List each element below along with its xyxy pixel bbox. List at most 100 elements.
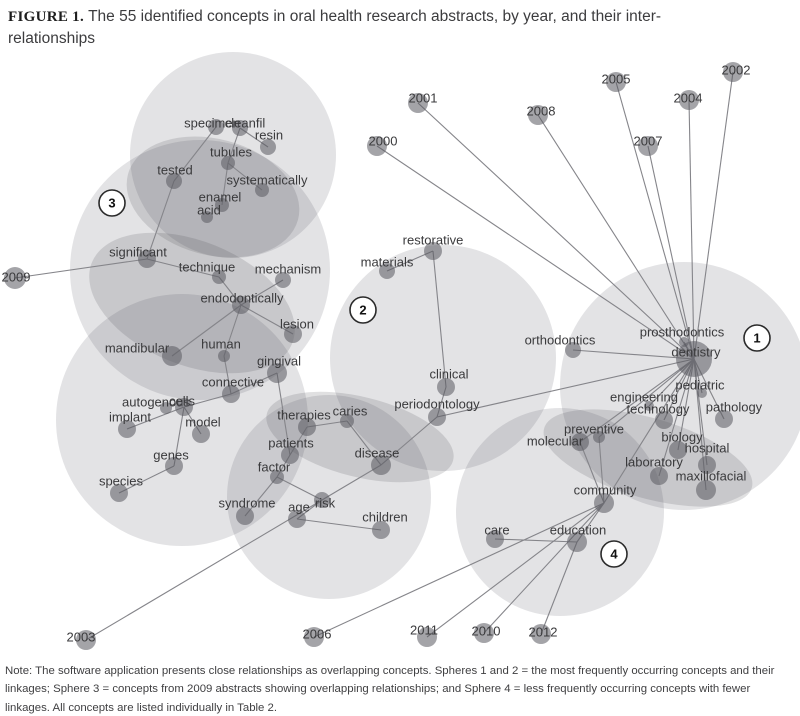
year-2002-node bbox=[723, 62, 743, 82]
concept-periodontology-node bbox=[428, 408, 446, 426]
edge-2010-community bbox=[483, 502, 605, 634]
edge-2008-dentistry bbox=[537, 114, 695, 360]
year-2008-node bbox=[528, 105, 548, 125]
concept-clinical-node bbox=[437, 378, 455, 396]
concept-implant-node bbox=[118, 420, 136, 438]
concept-label-syndrome: syndrome bbox=[218, 496, 275, 511]
edge-2012-education bbox=[540, 541, 578, 635]
concept-risk-node bbox=[314, 492, 330, 508]
year-2006-node bbox=[304, 627, 324, 647]
year-label-2000: 2000 bbox=[369, 134, 398, 149]
concept-model-node bbox=[192, 425, 210, 443]
concept-label-maxillofacial: maxillofacial bbox=[676, 469, 747, 484]
concept-label-orthodontics: orthodontics bbox=[525, 333, 596, 348]
sphere-circle-1 bbox=[560, 262, 800, 510]
concept-label-connective: connective bbox=[202, 375, 264, 390]
concept-label-cleanfil: cleanfil bbox=[225, 116, 266, 131]
concept-label-community: community bbox=[574, 483, 637, 498]
concept-pediatric-node bbox=[697, 388, 707, 398]
concept-technology-node bbox=[655, 411, 673, 429]
edge-2005-dentistry bbox=[615, 81, 695, 360]
concept-label-species: species bbox=[99, 474, 144, 489]
figure-caption: FIGURE 1. The 55 identified concepts in … bbox=[8, 6, 698, 50]
year-label-2003: 2003 bbox=[67, 630, 96, 645]
concept-endodontically-node bbox=[232, 296, 250, 314]
concept-engineering-node bbox=[644, 401, 654, 411]
concept-molecular-node bbox=[571, 433, 589, 451]
year-label-2002: 2002 bbox=[722, 63, 751, 78]
concept-systematically-node bbox=[255, 183, 269, 197]
concept-label-engineering: engineering bbox=[610, 390, 678, 405]
concept-label-factor: factor bbox=[258, 460, 291, 475]
concept-label-acid: acid bbox=[197, 203, 221, 218]
concept-patients-node bbox=[281, 446, 299, 464]
concept-label-model: model bbox=[185, 415, 221, 430]
concept-label-resin: resin bbox=[255, 128, 283, 143]
edge-2000-dentistry bbox=[376, 145, 695, 360]
sphere-badge-circle-2 bbox=[349, 296, 377, 324]
overlap-cluster-ellipse bbox=[126, 136, 300, 258]
year-label-2001: 2001 bbox=[409, 91, 438, 106]
concept-preventive-node bbox=[593, 431, 605, 443]
edge-dentistry-orthodontics bbox=[572, 349, 695, 360]
edge-2003-risk bbox=[85, 499, 323, 641]
concept-label-technology: technology bbox=[627, 402, 690, 417]
concept-pathology-node bbox=[715, 410, 733, 428]
concept-laboratory-node bbox=[650, 467, 668, 485]
sphere-badge-label-2: 2 bbox=[359, 303, 366, 318]
concept-caries-node bbox=[340, 414, 354, 428]
concept-label-biology: biology bbox=[661, 430, 703, 445]
concept-factor-node bbox=[270, 470, 284, 484]
concept-cleanfil-node bbox=[232, 120, 248, 136]
concept-label-periodontology: periodontology bbox=[394, 397, 480, 412]
concept-label-gingival: gingival bbox=[257, 354, 301, 369]
edge-education-care bbox=[494, 538, 578, 543]
edge-molecular-community bbox=[579, 441, 605, 504]
concept-label-mechanism: mechanism bbox=[255, 262, 321, 277]
concept-label-mandibular: mandibular bbox=[105, 341, 170, 356]
year-label-2012: 2012 bbox=[529, 625, 558, 640]
edge-tested-significant bbox=[146, 180, 175, 260]
edge-2002-dentistry bbox=[693, 71, 734, 360]
concept-therapies-node bbox=[298, 418, 316, 436]
figure-label: FIGURE 1. bbox=[8, 9, 85, 25]
edge-significant-technique bbox=[146, 258, 220, 278]
concept-resin-node bbox=[260, 139, 276, 155]
year-2001-node bbox=[408, 93, 428, 113]
concept-gingival-node bbox=[267, 363, 287, 383]
concept-connective-node bbox=[222, 385, 240, 403]
concept-human-node bbox=[218, 350, 230, 362]
year-2003-node bbox=[76, 630, 96, 650]
concept-label-caries: caries bbox=[333, 404, 368, 419]
concept-label-specimen: specimen bbox=[184, 116, 240, 131]
edge-tubules-enamel bbox=[221, 162, 229, 206]
concept-specimen-node bbox=[208, 119, 224, 135]
year-2004-node bbox=[679, 90, 699, 110]
concept-syndrome-node bbox=[236, 507, 254, 525]
concept-disease-node bbox=[371, 455, 391, 475]
concept-label-care: care bbox=[484, 523, 509, 538]
edge-cells-implant bbox=[126, 406, 185, 430]
concept-dentistry-node bbox=[676, 341, 712, 377]
edge-2009-significant bbox=[14, 258, 148, 279]
concept-label-autogenous: autogenous bbox=[122, 395, 190, 410]
concept-label-children: children bbox=[362, 510, 408, 525]
year-2005-node bbox=[606, 72, 626, 92]
concept-label-hospital: hospital bbox=[685, 441, 730, 456]
concept-label-prosthodontics: prosthodontics bbox=[640, 325, 725, 340]
edge-factor-risk bbox=[276, 476, 323, 501]
edge-specimen-tested bbox=[173, 126, 217, 182]
edge-age-children bbox=[296, 518, 382, 531]
year-2010-node bbox=[474, 623, 494, 643]
concept-community-node bbox=[594, 493, 614, 513]
concept-lesion-node bbox=[284, 325, 302, 343]
edge-2006-community bbox=[313, 502, 605, 638]
concept-label-disease: disease bbox=[355, 446, 400, 461]
concept-label-pediatric: pediatric bbox=[675, 378, 725, 393]
concept-technique-node bbox=[212, 270, 226, 284]
sphere-badge-circle-1 bbox=[743, 324, 771, 352]
concept-genes-node bbox=[165, 457, 183, 475]
sphere-badge-circle-3 bbox=[98, 189, 126, 217]
year-label-2005: 2005 bbox=[602, 72, 631, 87]
